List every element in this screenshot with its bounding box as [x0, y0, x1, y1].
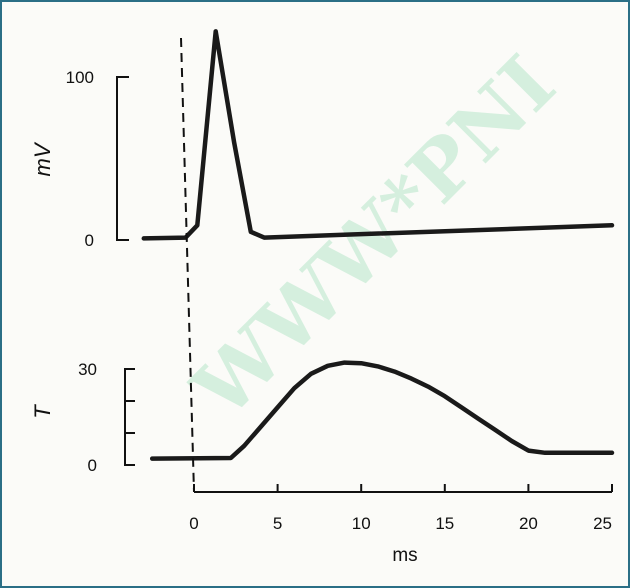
tension-tick-label-3: 30 — [78, 360, 97, 379]
time-tick-label-0: 0 — [189, 514, 198, 533]
mv-scale-bar — [116, 76, 129, 241]
time-tick-label-2: 10 — [352, 514, 371, 533]
tension-panel: T 0 30 — [30, 360, 615, 475]
time-tick-label-4: 20 — [519, 514, 538, 533]
time-axis: 0 5 10 15 20 25 ms — [189, 484, 613, 566]
tension-axis-label: T — [30, 404, 55, 419]
mv-axis-label: mV — [30, 141, 55, 176]
time-tick-label-3: 15 — [435, 514, 454, 533]
time-tick-label-5: 25 — [593, 514, 612, 533]
time-tick-label-1: 5 — [273, 514, 282, 533]
mv-tick-label-1: 100 — [66, 68, 94, 87]
twitch-tension-line — [149, 360, 615, 461]
watermark: WWW*PNI — [175, 39, 572, 436]
tension-scale-bar — [124, 368, 135, 466]
stimulus-dashed-line — [180, 37, 195, 493]
time-axis-label: ms — [392, 545, 417, 566]
mv-tick-label-0: 0 — [85, 231, 94, 250]
tension-tick-label-0: 0 — [88, 456, 97, 475]
